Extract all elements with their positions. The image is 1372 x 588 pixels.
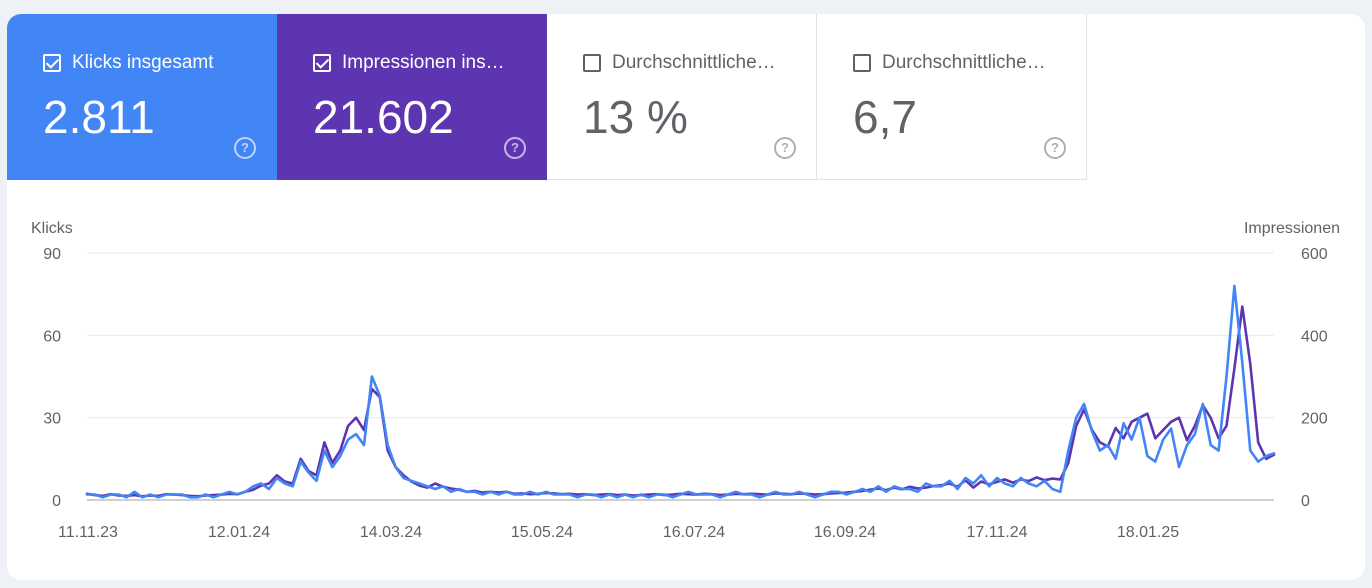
y-tick-label-right: 200: [1301, 411, 1328, 428]
x-tick-label: 15.05.24: [511, 524, 573, 541]
performance-line-chart: Klicks Impressionen 0 0 30 200 60 400 90 600 11.…: [31, 220, 1340, 541]
checkbox-icon[interactable]: [43, 54, 61, 72]
x-tick-label: 17.11.24: [966, 524, 1027, 541]
y-axis-label-right: Impressionen: [1244, 220, 1340, 237]
series-line-klicks: [85, 284, 1276, 499]
metric-tile-clicks[interactable]: Klicks insgesamt 2.811 ?: [7, 14, 277, 180]
metric-value: 6,7: [853, 91, 917, 143]
metric-header: Impressionen ins…: [313, 52, 505, 74]
y-tick-label-right: 400: [1301, 328, 1328, 345]
x-tick-label: 11.11.23: [58, 524, 118, 541]
metric-header: Durchschnittliche…: [853, 52, 1046, 74]
metric-value: 21.602: [313, 91, 454, 143]
y-tick-label-left: 0: [52, 493, 61, 510]
x-tick-label: 12.01.24: [208, 524, 270, 541]
help-circle-icon[interactable]: ?: [504, 137, 526, 159]
metric-value: 2.811: [43, 91, 155, 143]
metric-tile-position[interactable]: Durchschnittliche… 6,7 ?: [817, 14, 1087, 180]
help-circle-icon[interactable]: ?: [774, 137, 796, 159]
checkbox-icon[interactable]: [313, 54, 331, 72]
metric-label: Durchschnittliche…: [882, 52, 1046, 73]
metric-header: Klicks insgesamt: [43, 52, 214, 74]
metric-tiles: Klicks insgesamt 2.811 ? Impressionen in…: [7, 14, 1087, 180]
y-tick-label-right: 600: [1301, 246, 1328, 263]
metric-tile-impressions[interactable]: Impressionen ins… 21.602 ?: [277, 14, 547, 180]
metric-tile-ctr[interactable]: Durchschnittliche… 13 % ?: [547, 14, 817, 180]
x-tick-label: 18.01.25: [1117, 524, 1179, 541]
metric-label: Impressionen ins…: [342, 52, 505, 73]
y-tick-label-right: 0: [1301, 493, 1310, 510]
performance-card: Klicks insgesamt 2.811 ? Impressionen in…: [7, 14, 1365, 580]
metric-header: Durchschnittliche…: [583, 52, 776, 74]
checkbox-icon[interactable]: [853, 54, 871, 72]
y-tick-label-left: 30: [43, 411, 61, 428]
x-tick-label: 16.07.24: [663, 524, 725, 541]
help-circle-icon[interactable]: ?: [1044, 137, 1066, 159]
checkbox-icon[interactable]: [583, 54, 601, 72]
metric-label: Durchschnittliche…: [612, 52, 776, 73]
metric-label: Klicks insgesamt: [72, 52, 214, 73]
help-circle-icon[interactable]: ?: [234, 137, 256, 159]
y-tick-label-left: 90: [43, 246, 61, 263]
metric-value: 13 %: [583, 91, 688, 143]
x-tick-label: 16.09.24: [814, 524, 876, 541]
y-axis-label-left: Klicks: [31, 220, 73, 237]
x-tick-label: 14.03.24: [360, 524, 422, 541]
y-tick-label-left: 60: [43, 328, 61, 345]
